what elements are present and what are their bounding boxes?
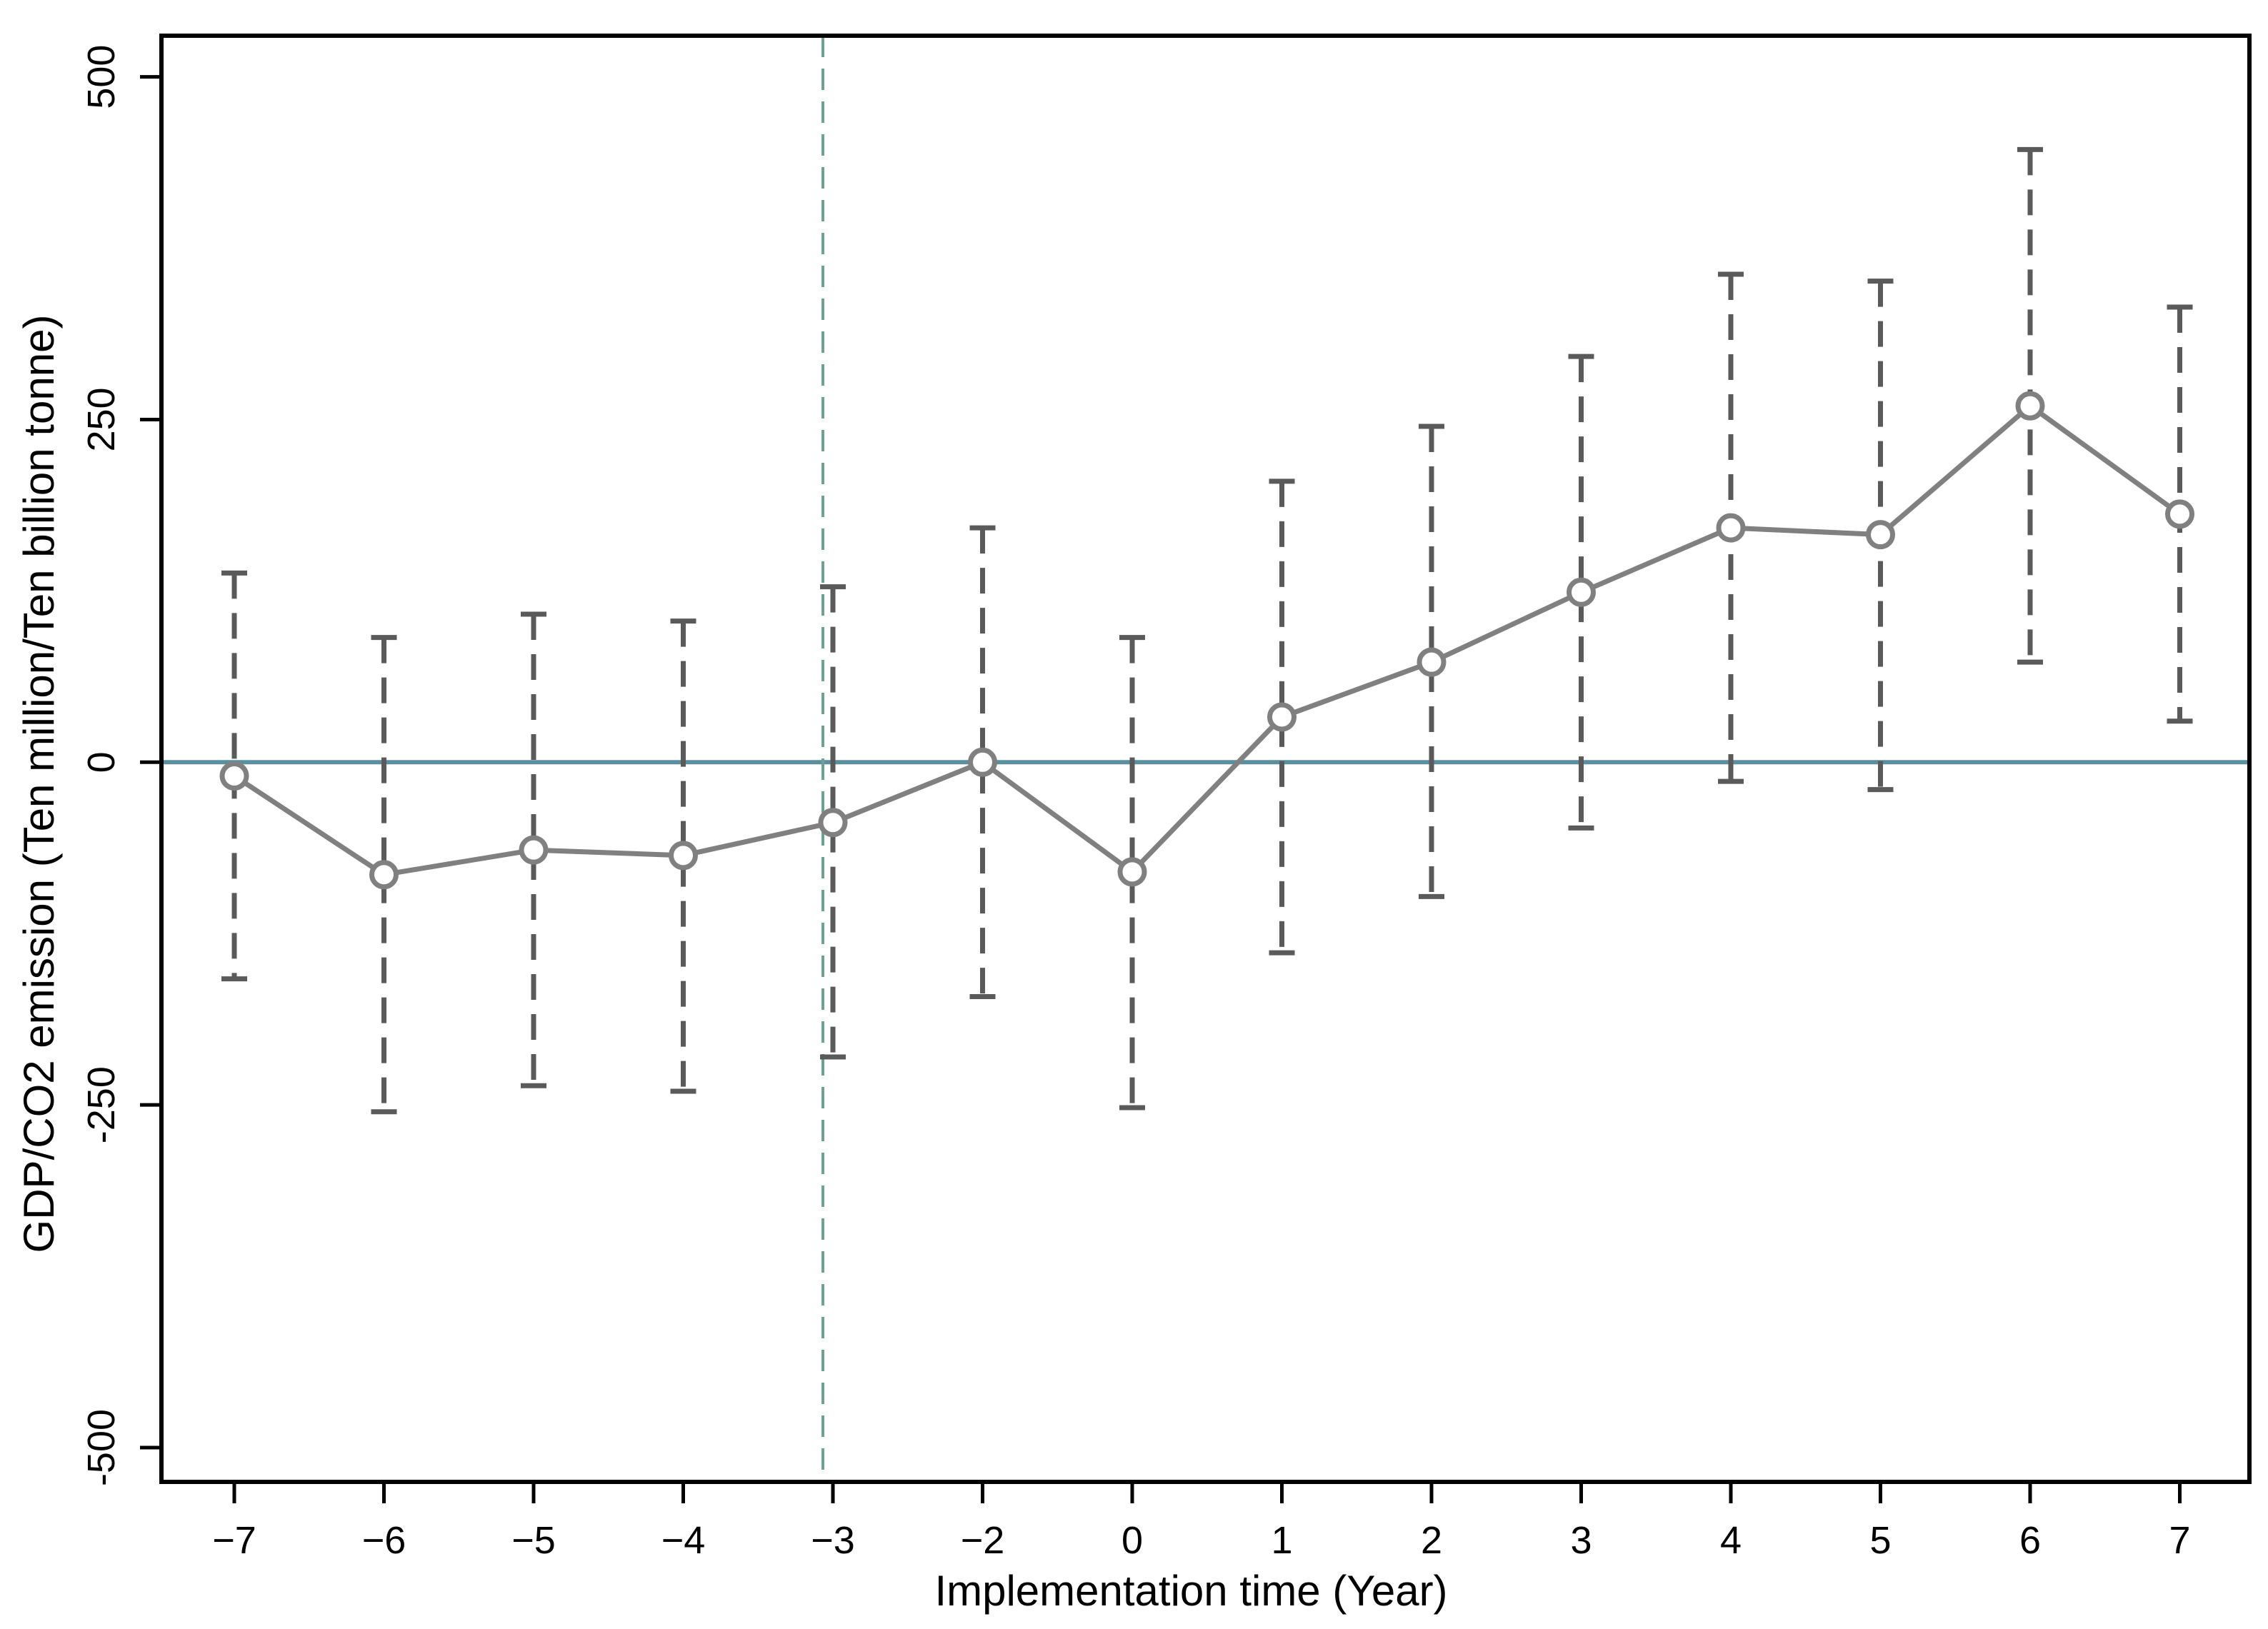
y-tick-label: 250	[80, 387, 123, 451]
y-axis: -500 -250 0 250 500	[80, 45, 161, 1486]
data-point	[1417, 647, 1447, 677]
y-tick-label: -250	[80, 1066, 123, 1143]
y-tick-label: -500	[80, 1409, 123, 1486]
x-tick-label: −6	[362, 1519, 406, 1562]
data-point	[2165, 499, 2194, 529]
data-point	[519, 835, 549, 865]
x-tick-label: 3	[1570, 1519, 1592, 1562]
data-point	[1267, 702, 1297, 732]
x-axis: −7 −6 −5 −4 −3 −2 0 1 2 3 4 5 6 7	[212, 1482, 2191, 1562]
data-point	[369, 860, 399, 890]
x-tick-label: −3	[811, 1519, 855, 1562]
x-tick-label: −7	[212, 1519, 256, 1562]
x-tick-label: 5	[1869, 1519, 1891, 1562]
plot-frame	[159, 34, 2252, 1484]
series-line	[233, 403, 2182, 878]
error-bars-layer	[221, 146, 2193, 1115]
data-point	[2015, 391, 2045, 421]
data-point	[1567, 577, 1596, 607]
data-point	[219, 761, 249, 791]
x-tick-label: 2	[1421, 1519, 1442, 1562]
data-point	[1117, 857, 1147, 887]
y-tick-label: 0	[80, 751, 123, 773]
data-point	[818, 808, 848, 838]
data-point	[1716, 513, 1746, 543]
reference-lines-layer	[161, 36, 2249, 1482]
x-tick-label: −5	[511, 1519, 556, 1562]
x-tick-label: 6	[2019, 1519, 2041, 1562]
x-tick-label: 4	[1720, 1519, 1742, 1562]
x-axis-label: Implementation time (Year)	[934, 1567, 1447, 1615]
x-tick-label: −4	[661, 1519, 706, 1562]
data-point	[968, 747, 997, 777]
x-tick-label: −2	[961, 1519, 1005, 1562]
x-tick-label: 0	[1121, 1519, 1143, 1562]
x-tick-label: 1	[1271, 1519, 1292, 1562]
data-point	[1866, 520, 1895, 550]
y-tick-label: 500	[80, 45, 123, 109]
x-tick-label: 7	[2169, 1519, 2190, 1562]
data-point	[669, 841, 698, 871]
series-layer	[219, 391, 2194, 890]
y-axis-label: GDP/CO2 emission (Ten million/Ten billio…	[15, 315, 63, 1253]
